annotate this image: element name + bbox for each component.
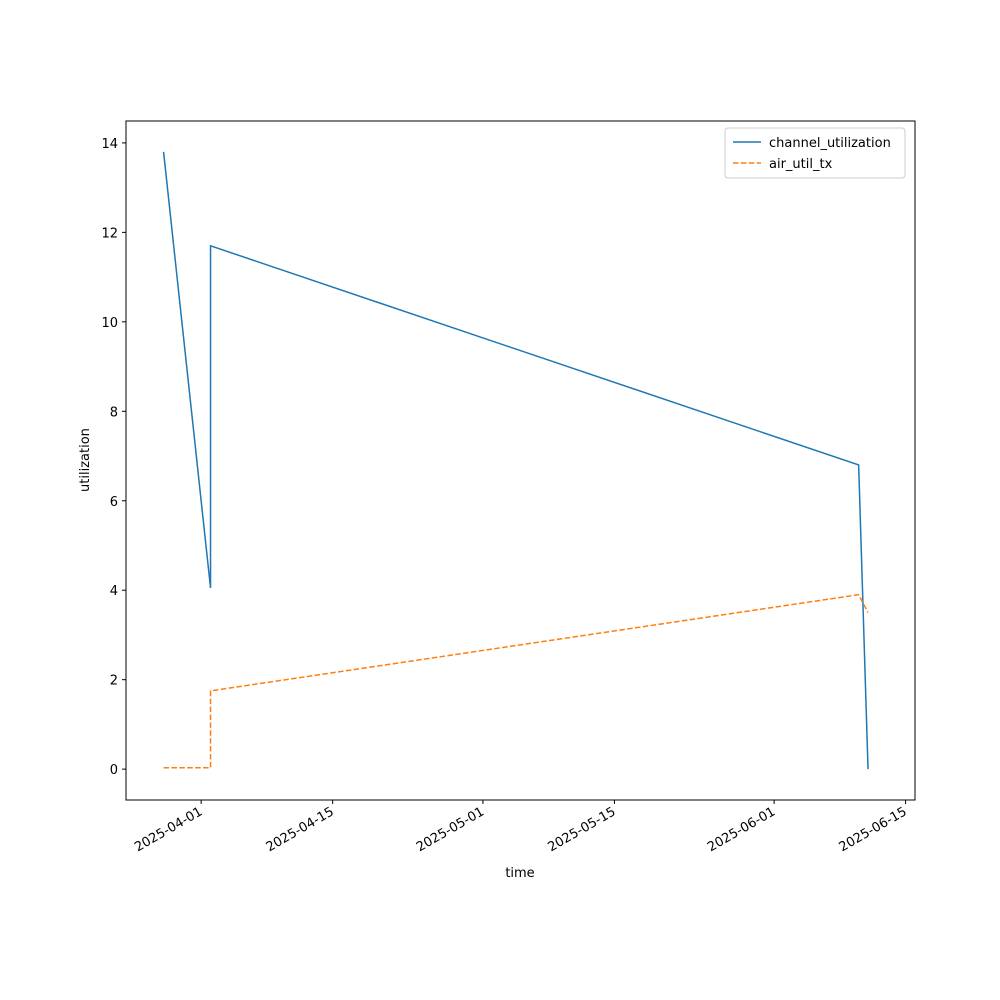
legend-label: channel_utilization [769, 136, 891, 151]
y-tick-label: 6 [110, 495, 118, 510]
x-axis-label: time [505, 866, 534, 881]
series-line [162, 151, 869, 770]
y-tick-label: 10 [101, 316, 118, 331]
y-tick-label: 0 [110, 763, 118, 778]
y-tick-label: 8 [110, 405, 118, 420]
legend-label: air_util_tx [769, 157, 833, 172]
y-tick-label: 2 [110, 674, 118, 689]
plot-frame [125, 120, 916, 801]
y-tick-label: 4 [110, 584, 118, 599]
y-tick-label: 14 [101, 137, 118, 152]
y-tick-label: 12 [101, 226, 118, 241]
legend-box [724, 127, 906, 179]
y-axis-label: utilization [78, 428, 93, 492]
series-line [163, 593, 869, 769]
